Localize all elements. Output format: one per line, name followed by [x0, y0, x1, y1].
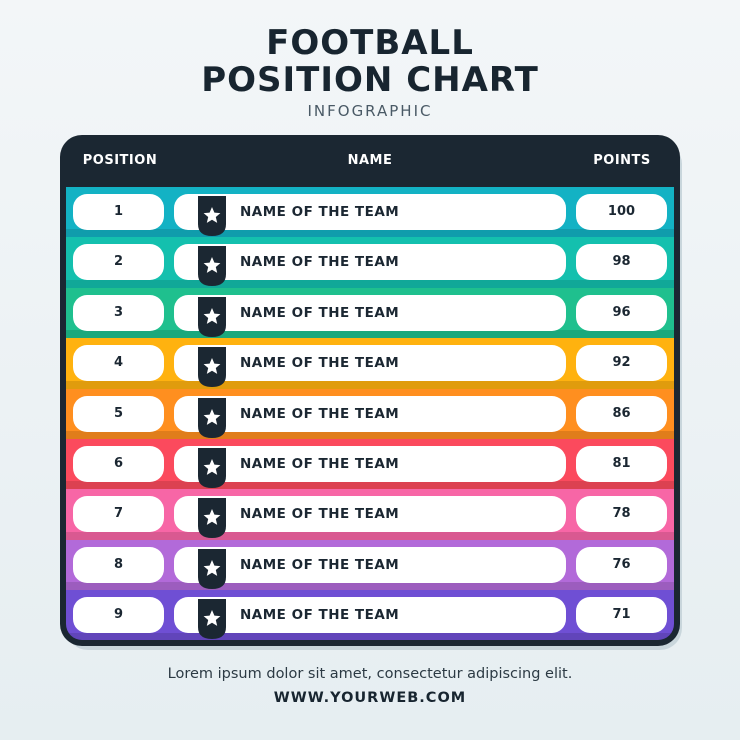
shield-star-icon: [198, 246, 226, 287]
table-row: 1 NAME OF THE TEAM 100: [66, 187, 674, 238]
team-name-label: NAME OF THE TEAM: [240, 607, 400, 624]
shield-star-icon: [198, 448, 226, 488]
points-cell: 71: [576, 597, 667, 634]
position-cell: 8: [73, 546, 164, 583]
position-cell: 9: [73, 597, 164, 634]
table-row: 5 NAME OF THE TEAM 86: [66, 388, 674, 439]
team-name-label: NAME OF THE TEAM: [240, 254, 400, 271]
row-band: [66, 531, 674, 540]
table-row: 2 NAME OF THE TEAM 98: [66, 237, 674, 288]
column-header-points: POINTS: [593, 153, 651, 168]
shield-star-icon: [198, 397, 226, 438]
position-cell: 6: [73, 446, 164, 482]
team-name-cell: NAME OF THE TEAM: [174, 294, 566, 337]
team-name-cell: NAME OF THE TEAM: [174, 244, 566, 287]
team-name-label: NAME OF THE TEAM: [240, 405, 400, 422]
row-band: [66, 380, 674, 389]
subtitle: INFOGRAPHIC: [307, 102, 433, 120]
team-name-label: NAME OF THE TEAM: [240, 304, 400, 321]
shield-star-icon: [198, 296, 226, 337]
table-row: 4 NAME OF THE TEAM 92: [66, 338, 674, 389]
position-cell: 1: [73, 194, 164, 230]
standings-table: POSITION NAME POINTS 1 NAME OF THE TEAM 10…: [60, 135, 680, 646]
column-header-name: NAME: [347, 153, 393, 168]
points-cell: 96: [576, 294, 667, 331]
shield-star-icon: [198, 196, 226, 236]
table-row: 9 NAME OF THE TEAM 71: [66, 590, 674, 640]
team-name-label: NAME OF THE TEAM: [240, 506, 400, 523]
points-cell: 86: [576, 395, 667, 432]
row-band: [66, 481, 674, 490]
column-header-position: POSITION: [82, 153, 158, 168]
table-row: 3 NAME OF THE TEAM 96: [66, 287, 674, 339]
shield-star-icon: [198, 548, 226, 589]
points-cell: 81: [576, 446, 667, 482]
footer-url[interactable]: WWW.YOURWEB.COM: [273, 690, 467, 706]
position-cell: 5: [73, 395, 164, 432]
position-cell: 4: [73, 345, 164, 382]
row-band: [66, 632, 674, 640]
shield-star-icon: [198, 347, 226, 388]
position-cell: 7: [73, 496, 164, 533]
team-name-cell: NAME OF THE TEAM: [174, 446, 566, 488]
points-cell: 76: [576, 546, 667, 583]
shield-star-icon: [198, 498, 226, 539]
points-cell: 98: [576, 244, 667, 281]
position-cell: 3: [73, 294, 164, 331]
title-line-1: FOOTBALL: [266, 23, 474, 63]
team-name-cell: NAME OF THE TEAM: [174, 194, 566, 236]
team-name-label: NAME OF THE TEAM: [240, 355, 400, 372]
footer-text: Lorem ipsum dolor sit amet, consectetur …: [167, 666, 573, 682]
row-band: [66, 279, 674, 288]
shield-star-icon: [198, 599, 226, 640]
table-row: 7 NAME OF THE TEAM 78: [66, 489, 674, 540]
title-line-2: POSITION CHART: [201, 60, 539, 100]
team-name-cell: NAME OF THE TEAM: [174, 395, 566, 438]
position-cell: 2: [73, 244, 164, 281]
team-name-cell: NAME OF THE TEAM: [174, 546, 566, 589]
row-band: [66, 330, 674, 339]
team-name-label: NAME OF THE TEAM: [240, 556, 400, 573]
team-name-cell: NAME OF THE TEAM: [174, 597, 566, 640]
team-name-cell: NAME OF THE TEAM: [174, 345, 566, 388]
points-cell: 100: [576, 194, 667, 230]
team-name-label: NAME OF THE TEAM: [240, 456, 400, 472]
points-cell: 92: [576, 345, 667, 382]
table-header: POSITION NAME POINTS: [60, 135, 680, 187]
team-name-label: NAME OF THE TEAM: [240, 204, 400, 220]
table-row: 8 NAME OF THE TEAM 76: [66, 539, 674, 591]
row-band: [66, 229, 674, 238]
row-band: [66, 430, 674, 439]
team-name-cell: NAME OF THE TEAM: [174, 496, 566, 539]
table-row: 6 NAME OF THE TEAM 81: [66, 439, 674, 490]
points-cell: 78: [576, 496, 667, 533]
table-rows: 1 NAME OF THE TEAM 100 2 NAME OF THE TEAM 98 3…: [66, 187, 674, 640]
row-band: [66, 582, 674, 591]
